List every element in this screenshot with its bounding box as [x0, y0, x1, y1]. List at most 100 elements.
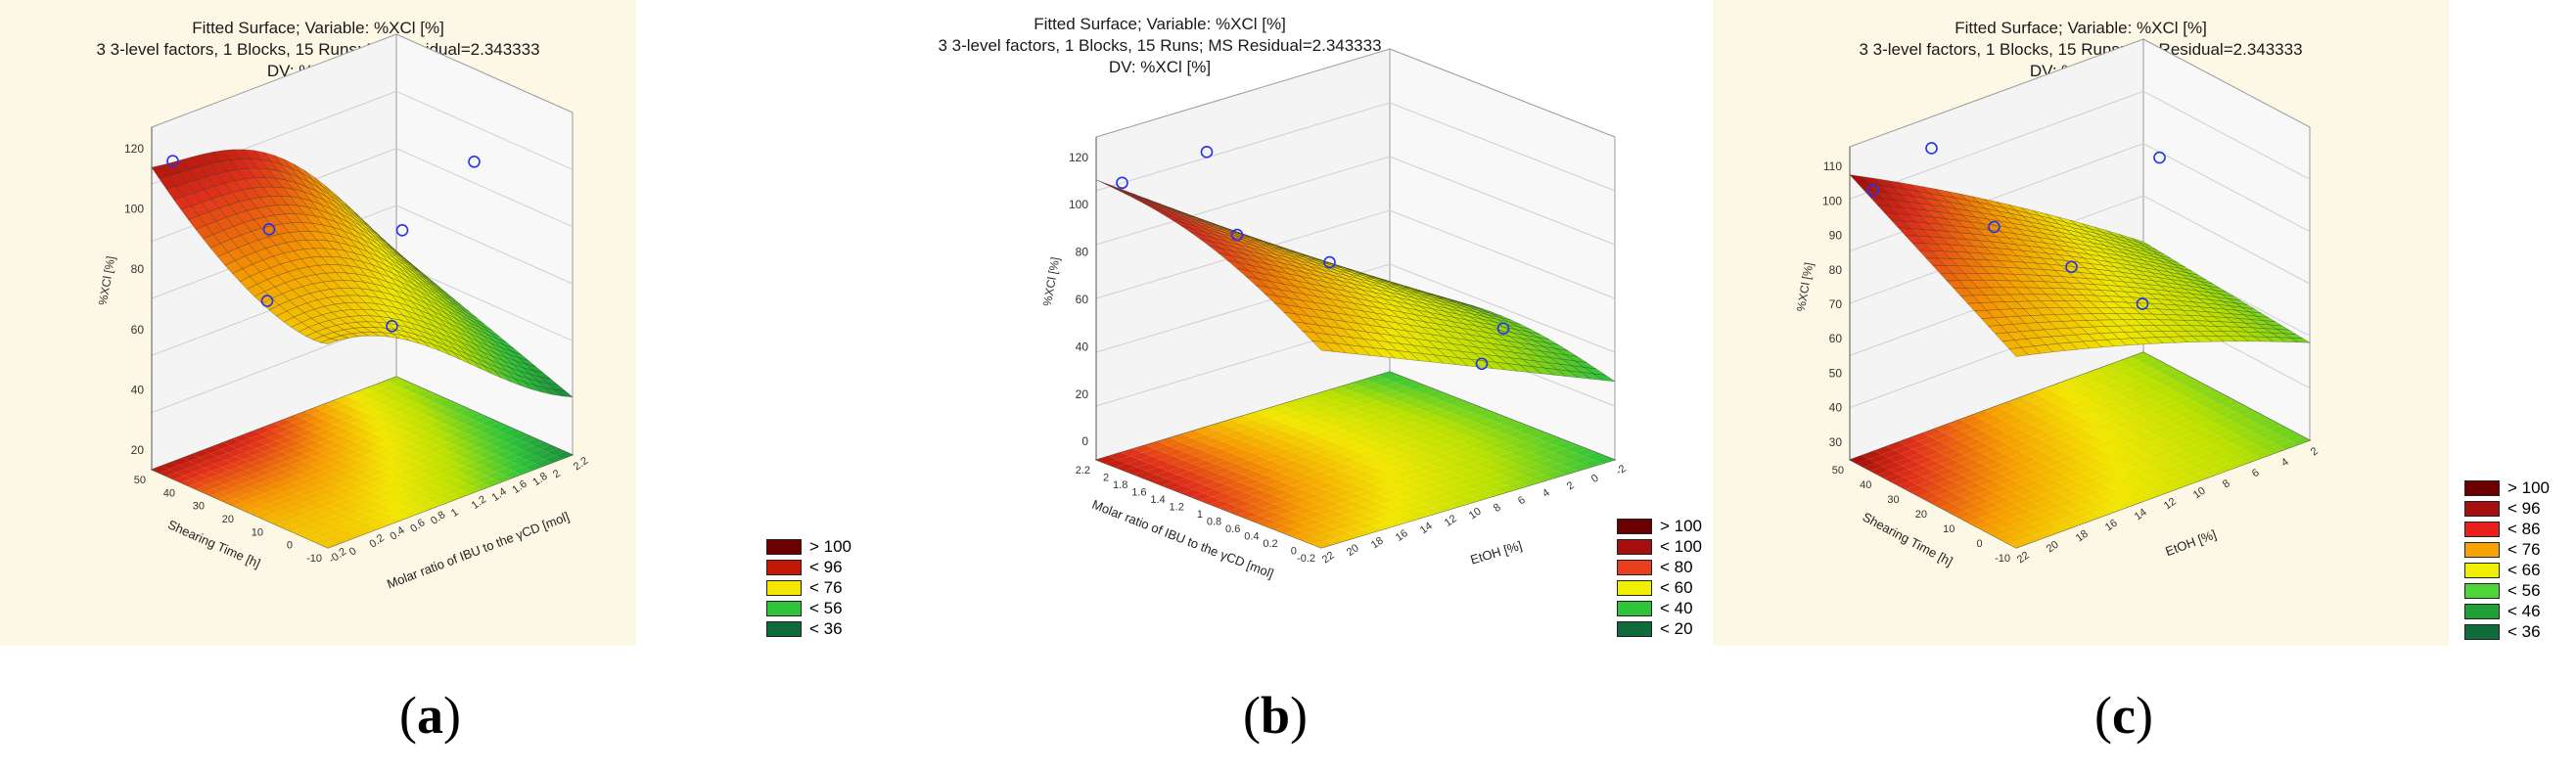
- contour-cell: [399, 407, 418, 416]
- contour-cell: [378, 482, 396, 490]
- contour-cell: [286, 432, 303, 440]
- contour-cell: [1976, 489, 1997, 498]
- contour-cell: [218, 470, 237, 478]
- contour-cell: [386, 485, 404, 493]
- contour-cell: [1389, 452, 1411, 460]
- contour-cell: [2129, 428, 2148, 436]
- contour-cell: [2021, 392, 2041, 401]
- contour-cell: [1200, 437, 1222, 445]
- x-tick-label: 2: [1565, 479, 1577, 492]
- contour-cell: [1559, 460, 1582, 468]
- contour-cell: [263, 423, 282, 431]
- contour-cell: [2036, 499, 2055, 508]
- contour-cell: [1495, 485, 1517, 493]
- contour-cell: [460, 451, 478, 459]
- contour-cell: [256, 462, 275, 470]
- contour-cell: [1308, 522, 1330, 530]
- contour-cell: [2126, 459, 2146, 468]
- contour-cell: [288, 492, 306, 500]
- contour-cell: [2055, 411, 2075, 420]
- contour-cell: [527, 456, 545, 464]
- contour-cell: [473, 482, 491, 490]
- contour-cell: [1219, 419, 1241, 428]
- contour-cell: [2016, 499, 2036, 509]
- contour-cell: [2161, 477, 2181, 486]
- contour-cell: [2076, 422, 2096, 431]
- contour-cell: [2162, 390, 2182, 399]
- contour-cell: [1374, 463, 1397, 472]
- legend-entry: < 76: [766, 577, 851, 598]
- contour-cell: [1307, 471, 1329, 478]
- contour-cell: [394, 506, 413, 514]
- contour-cell: [477, 450, 495, 459]
- contour-cell: [305, 425, 324, 432]
- contour-cell: [1226, 481, 1249, 489]
- contour-cell: [555, 451, 573, 459]
- contour-cell: [1532, 475, 1554, 482]
- contour-cell: [1214, 485, 1236, 493]
- contour-cell: [258, 479, 277, 487]
- contour-cell: [1960, 470, 1981, 479]
- y-tick-label: 30: [1887, 494, 1899, 506]
- contour-cell: [1108, 452, 1130, 460]
- contour-cell: [1933, 455, 1953, 465]
- contour-cell: [1969, 442, 1990, 451]
- legend-c: > 100 < 96 < 86 < 76 < 66 < 56 < 46 < 36: [2464, 477, 2550, 642]
- contour-cell: [1480, 412, 1502, 420]
- contour-cell: [251, 476, 269, 484]
- legend-swatch: [1617, 518, 1652, 534]
- contour-cell: [208, 474, 227, 482]
- contour-cell: [1360, 441, 1383, 449]
- contour-cell: [357, 447, 376, 456]
- contour-cell: [183, 472, 202, 479]
- contour-cell: [253, 493, 271, 502]
- contour-cell: [1415, 496, 1438, 504]
- contour-cell: [426, 470, 444, 477]
- contour-cell: [1471, 408, 1494, 416]
- contour-cell: [345, 391, 363, 400]
- contour-cell: [313, 471, 332, 478]
- contour-cell: [387, 461, 405, 469]
- contour-cell: [1287, 463, 1310, 472]
- contour-cell: [1396, 379, 1418, 386]
- contour-cell: [423, 477, 441, 485]
- contour-cell: [1388, 427, 1410, 434]
- x-tick-label: 1.2: [470, 493, 488, 512]
- contour-cell: [2109, 428, 2129, 437]
- legend-swatch: [1617, 600, 1652, 616]
- fitted-surface: [1095, 179, 1616, 383]
- contour-cell: [396, 415, 415, 423]
- contour-cell: [1384, 383, 1406, 390]
- contour-cell: [356, 515, 375, 522]
- contour-cell: [1499, 445, 1522, 453]
- contour-cell: [2135, 475, 2155, 483]
- contour-cell: [1261, 504, 1283, 512]
- contour-cell: [450, 431, 469, 438]
- contour-cell: [294, 477, 311, 486]
- contour-cell: [443, 470, 462, 477]
- contour-cell: [1456, 445, 1479, 453]
- contour-cell: [1499, 419, 1522, 428]
- contour-cell: [242, 497, 260, 506]
- contour-cell: [227, 448, 246, 457]
- contour-cell: [1407, 460, 1430, 468]
- contour-cell: [1273, 416, 1296, 424]
- z-tick-label: 100: [124, 203, 144, 216]
- contour-cell: [2038, 467, 2057, 476]
- contour-cell: [257, 437, 276, 445]
- contour-cell: [445, 486, 464, 495]
- contour-cell: [1458, 496, 1481, 504]
- contour-cell: [449, 413, 468, 421]
- contour-cell: [2181, 432, 2200, 442]
- legend-swatch: [766, 538, 802, 555]
- contour-cell: [303, 475, 322, 482]
- contour-cell: [1245, 489, 1267, 497]
- contour-cell: [2015, 444, 2035, 453]
- contour-cell: [1311, 515, 1333, 522]
- contour-cell: [1382, 416, 1404, 424]
- contour-cell: [200, 453, 218, 461]
- contour-cell: [2048, 407, 2068, 416]
- contour-cell: [2138, 399, 2157, 408]
- contour-cell: [432, 456, 450, 464]
